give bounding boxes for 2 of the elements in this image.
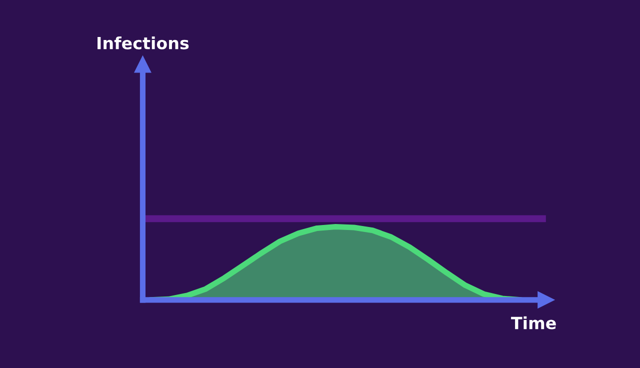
text: Infections: [98, 36, 189, 50]
x-axis-title: Time: [511, 316, 556, 330]
